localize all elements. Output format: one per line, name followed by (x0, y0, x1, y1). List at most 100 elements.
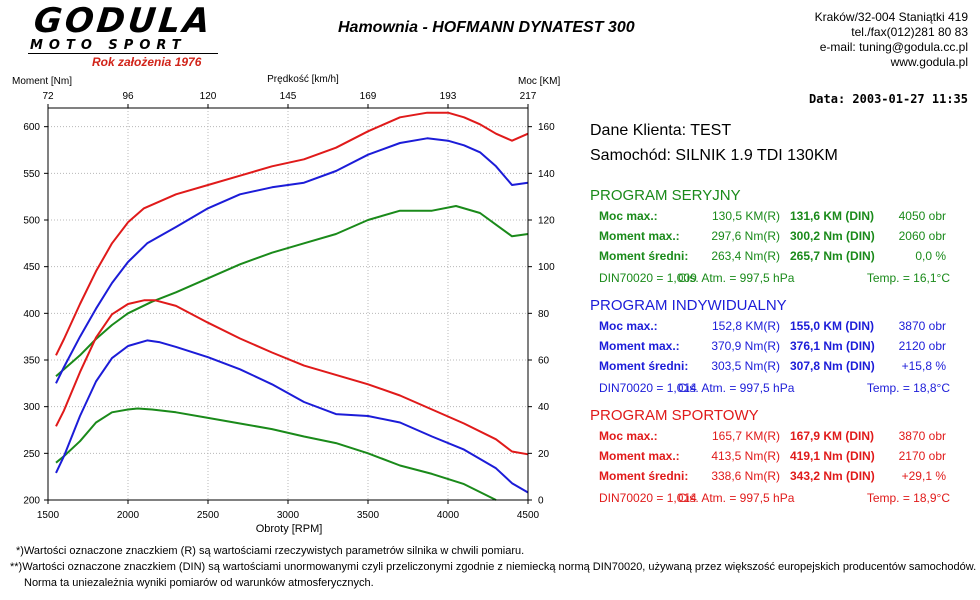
din-factor: DIN70020 = 1,014 (599, 381, 697, 395)
x-tick-label: 1500 (37, 510, 60, 521)
chart-ticks: 1500722000962500120300014535001694000193… (23, 91, 555, 521)
value-r: 130,5 KM(R) (711, 209, 780, 223)
y-axis-left-label: Moment [Nm] (12, 76, 72, 87)
series-line-indywidualny-torque (55, 339, 529, 494)
row-label: Moment średni: (599, 359, 689, 373)
program-title: PROGRAM INDYWIDUALNY (590, 297, 787, 314)
footnote-norm: Norma ta uniezależnia wyniki pomiarów od… (24, 577, 374, 589)
value-extra: 3870 obr (898, 319, 946, 333)
contact-email[interactable]: e-mail: tuning@godula.cc.pl (819, 40, 968, 54)
x-tick-label: 2500 (197, 510, 220, 521)
logo-subtitle: MOTO SPORT (30, 38, 187, 53)
value-r: 297,6 Nm(R) (711, 229, 780, 243)
y-left-tick-label: 400 (23, 309, 40, 320)
x-tick-label: 4000 (437, 510, 460, 521)
value-extra: 4050 obr (898, 209, 946, 223)
value-extra: 2060 obr (898, 229, 946, 243)
value-din: 155,0 KM (DIN) (790, 319, 875, 333)
row-label: Moc max.: (599, 209, 658, 223)
logo-wordmark: GODULA (31, 1, 215, 41)
y-left-tick-label: 550 (23, 169, 40, 180)
plot-frame (47, 107, 529, 501)
logo-since: Rok założenia 1976 (92, 55, 202, 69)
measurement-date: Data: 2003-01-27 11:35 (809, 92, 968, 106)
atm-pressure: Ciś. Atm. = 997,5 hPa (678, 271, 795, 285)
value-din: 167,9 KM (DIN) (790, 429, 875, 443)
value-extra: +15,8 % (901, 359, 946, 373)
y-left-tick-label: 600 (23, 122, 40, 133)
y-left-tick-label: 200 (23, 496, 40, 507)
value-extra: 2120 obr (898, 339, 946, 353)
contact-address: Kraków/32-004 Staniątki 419 (814, 10, 968, 24)
contact-phone: tel./fax(012)281 80 83 (851, 25, 968, 39)
page-title: Hamownia - HOFMANN DYNATEST 300 (338, 19, 635, 36)
y-right-tick-label: 80 (538, 309, 550, 320)
x-tick-label: 3500 (357, 510, 380, 521)
x-tick-label: 4500 (517, 510, 540, 521)
x2-tick-label: 72 (42, 91, 54, 102)
y-right-tick-label: 100 (538, 262, 555, 273)
temperature: Temp. = 18,8°C (866, 381, 950, 395)
y-left-tick-label: 350 (23, 356, 40, 367)
value-extra: +29,1 % (901, 469, 946, 483)
value-r: 413,5 Nm(R) (711, 449, 780, 463)
y-left-tick-label: 250 (23, 449, 40, 460)
value-r: 338,6 Nm(R) (711, 469, 780, 483)
value-r: 303,5 Nm(R) (711, 359, 780, 373)
value-din: 307,8 Nm (DIN) (790, 359, 875, 373)
chart-series (55, 111, 529, 501)
din-factor: DIN70020 = 1,014 (599, 491, 697, 505)
logo-divider (28, 53, 218, 54)
din-factor: DIN70020 = 1,009 (599, 271, 697, 285)
series-line-indywidualny-power (55, 137, 529, 384)
temperature: Temp. = 18,9°C (866, 491, 950, 505)
y-axis-right-label: Moc [KM] (518, 76, 560, 87)
value-din: 300,2 Nm (DIN) (790, 229, 875, 243)
program-title: PROGRAM SPORTOWY (590, 407, 759, 424)
value-din: 131,6 KM (DIN) (790, 209, 875, 223)
y-right-tick-label: 120 (538, 216, 555, 227)
footnote-din: **)Wartości oznaczone znaczkiem (DIN) są… (10, 561, 977, 573)
y-left-tick-label: 500 (23, 216, 40, 227)
y-left-tick-label: 450 (23, 262, 40, 273)
atm-pressure: Ciś. Atm. = 997,5 hPa (678, 381, 795, 395)
x2-axis-label: Prędkość [km/h] (267, 74, 339, 85)
row-label: Moc max.: (599, 429, 658, 443)
x2-tick-label: 169 (360, 91, 377, 102)
value-din: 343,2 Nm (DIN) (790, 469, 875, 483)
row-label: Moc max.: (599, 319, 658, 333)
dyno-chart: 1500722000962500120300014535001694000193… (12, 74, 560, 535)
x-tick-label: 2000 (117, 510, 140, 521)
y-left-tick-label: 300 (23, 402, 40, 413)
series-line-seryjny-power (55, 205, 529, 378)
x2-tick-label: 217 (520, 91, 537, 102)
client-name: Dane Klienta: TEST (590, 122, 732, 139)
row-label: Moment średni: (599, 249, 689, 263)
row-label: Moment średni: (599, 469, 689, 483)
series-line-sportowy-power (55, 111, 529, 356)
contact-website[interactable]: www.godula.pl (890, 55, 968, 69)
y-right-tick-label: 0 (538, 496, 544, 507)
x2-tick-label: 96 (122, 91, 134, 102)
y-right-tick-label: 20 (538, 449, 550, 460)
atm-pressure: Ciś. Atm. = 997,5 hPa (678, 491, 795, 505)
series-line-sportowy-torque (55, 299, 529, 456)
footnote-r: *)Wartości oznaczone znaczkiem (R) są wa… (16, 545, 525, 557)
temperature: Temp. = 16,1°C (866, 271, 950, 285)
value-r: 263,4 Nm(R) (711, 249, 780, 263)
y-right-tick-label: 60 (538, 356, 550, 367)
value-din: 265,7 Nm (DIN) (790, 249, 875, 263)
y-right-tick-label: 160 (538, 122, 555, 133)
value-extra: 2170 obr (898, 449, 946, 463)
x-axis-label: Obroty [RPM] (256, 523, 323, 535)
row-label: Moment max.: (599, 229, 680, 243)
y-right-tick-label: 40 (538, 402, 550, 413)
value-r: 152,8 KM(R) (711, 319, 780, 333)
vehicle-name: Samochód: SILNIK 1.9 TDI 130KM (590, 147, 838, 164)
value-r: 370,9 Nm(R) (711, 339, 780, 353)
row-label: Moment max.: (599, 449, 680, 463)
program-title: PROGRAM SERYJNY (590, 187, 741, 204)
value-din: 419,1 Nm (DIN) (790, 449, 875, 463)
x2-tick-label: 145 (280, 91, 297, 102)
series-line-seryjny-torque (55, 407, 497, 501)
